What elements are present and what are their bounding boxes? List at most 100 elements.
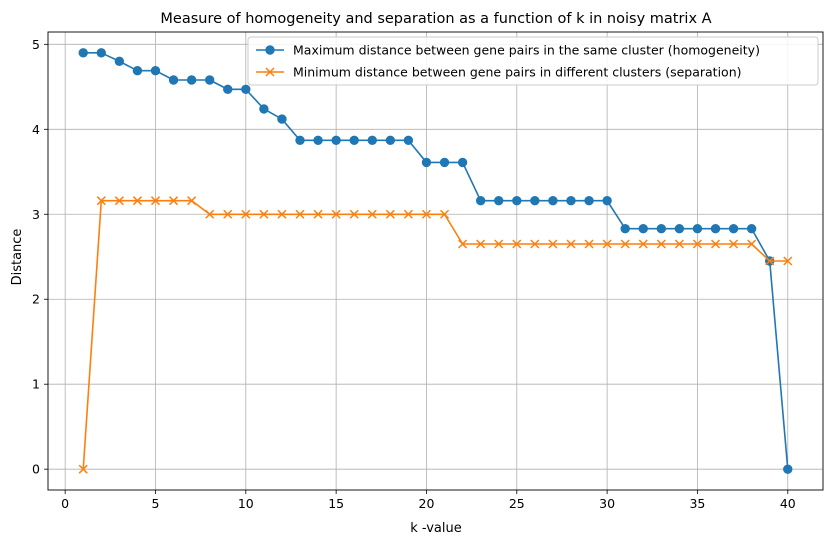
data-point: [692, 239, 702, 249]
data-point: [385, 135, 396, 146]
data-point: [385, 209, 395, 219]
data-point: [96, 48, 106, 58]
data-point-stroke: [530, 239, 540, 249]
data-point-stroke: [241, 209, 251, 219]
y-tick-label: 5: [32, 37, 40, 52]
data-point: [187, 196, 197, 206]
series-line: [82, 199, 788, 470]
data-point: [349, 135, 359, 146]
data-point: [494, 195, 504, 206]
data-point: [584, 195, 594, 206]
data-point: [241, 209, 251, 219]
data-point: [457, 157, 468, 168]
data-point: [458, 239, 468, 249]
data-point-stroke: [729, 239, 739, 249]
data-point: [277, 114, 287, 124]
data-point-stroke: [96, 196, 106, 206]
data-point-stroke: [259, 209, 269, 219]
data-point-stroke: [656, 239, 666, 249]
data-point: [620, 224, 630, 234]
plot-frame: [47, 31, 824, 491]
data-point: [150, 196, 161, 206]
data-point-stroke: [150, 196, 161, 206]
data-point: [765, 256, 775, 266]
data-point: [265, 45, 275, 55]
data-point-stroke: [674, 239, 684, 249]
data-point: [530, 239, 540, 249]
y-tick-label: 4: [32, 122, 40, 137]
data-point: [78, 48, 88, 58]
plot-series: [78, 48, 793, 474]
data-point-stroke: [440, 209, 450, 219]
data-point: [367, 209, 377, 219]
data-point: [349, 209, 359, 219]
data-point: [638, 224, 648, 234]
data-point: [602, 239, 612, 249]
data-point-stroke: [421, 209, 431, 219]
data-point: [656, 239, 666, 249]
data-point: [710, 224, 721, 234]
y-tick-label: 3: [32, 207, 40, 222]
data-point: [602, 195, 612, 206]
data-point: [746, 224, 757, 234]
data-point-stroke: [265, 67, 275, 77]
chart-title: Measure of homogeneity and separation as…: [160, 11, 711, 27]
legend-item: Minimum distance between gene pairs in d…: [256, 65, 742, 80]
x-tick-label: 20: [419, 496, 435, 511]
data-point: [265, 67, 275, 77]
data-point-stroke: [638, 239, 648, 249]
data-point: [439, 157, 450, 168]
data-point: [656, 224, 667, 234]
data-point-stroke: [692, 239, 702, 249]
data-point: [548, 195, 558, 206]
series-2: [78, 196, 793, 474]
y-axis-label: Distance: [10, 229, 25, 286]
data-point: [168, 75, 179, 85]
data-point: [259, 104, 269, 114]
legend-item: Maximum distance between gene pairs in t…: [256, 43, 760, 58]
data-point-stroke: [566, 239, 576, 249]
x-tick-label: 35: [689, 496, 705, 511]
data-point: [186, 75, 197, 85]
x-tick-label: 10: [238, 496, 254, 511]
data-point-stroke: [295, 209, 305, 219]
data-point: [150, 65, 161, 76]
data-point-stroke: [331, 209, 341, 219]
data-point: [674, 224, 685, 234]
x-tick-label: 40: [780, 496, 796, 511]
data-point-stroke: [277, 209, 287, 219]
data-point: [674, 239, 684, 249]
data-point: [783, 256, 793, 266]
x-tick-label: 5: [152, 496, 160, 511]
data-point: [620, 239, 630, 249]
y-tick-label: 2: [32, 292, 40, 307]
data-point: [494, 239, 504, 249]
data-point: [421, 209, 431, 219]
data-point-stroke: [223, 209, 233, 219]
data-point: [728, 224, 739, 234]
data-point: [223, 84, 233, 95]
x-axis-label: k -value: [410, 521, 462, 536]
data-point-stroke: [602, 239, 612, 249]
data-point: [367, 135, 377, 146]
data-point: [692, 224, 703, 234]
data-point: [440, 209, 450, 219]
data-point-stroke: [313, 209, 323, 219]
data-point-stroke: [385, 209, 395, 219]
data-point: [259, 209, 269, 219]
data-point-stroke: [548, 239, 558, 249]
data-point-stroke: [747, 239, 757, 249]
data-point-stroke: [512, 239, 522, 249]
data-point: [566, 195, 576, 206]
data-point: [710, 239, 721, 249]
data-point: [313, 209, 323, 219]
data-point: [114, 56, 125, 67]
data-point: [223, 209, 233, 219]
data-point-stroke: [584, 239, 594, 249]
data-point: [783, 464, 793, 474]
data-point-stroke: [710, 239, 721, 249]
data-point: [78, 464, 88, 474]
series-1: [78, 48, 793, 474]
series-line: [83, 52, 789, 470]
